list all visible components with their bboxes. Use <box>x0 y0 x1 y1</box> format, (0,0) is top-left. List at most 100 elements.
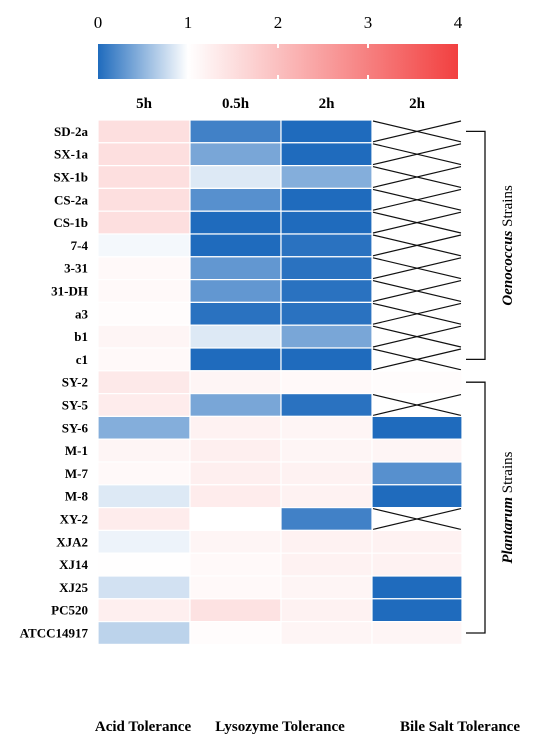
row-label: 3-31 <box>64 261 88 276</box>
heatmap-cell <box>189 119 282 144</box>
heatmap-cell <box>371 370 463 395</box>
cell-cross-line <box>372 143 462 166</box>
heatmap-cell <box>97 529 191 554</box>
heatmap-cell <box>189 438 282 463</box>
cell-cross-line <box>372 508 462 530</box>
row-label: SY-2 <box>62 375 88 390</box>
cell-cross-line <box>372 302 462 325</box>
heatmap-cell <box>189 370 282 395</box>
heatmap-cells <box>97 119 463 645</box>
heatmap-cell <box>189 529 282 554</box>
row-label: SX-1b <box>53 170 88 185</box>
heatmap-cell <box>280 598 373 623</box>
heatmap-cell <box>189 233 282 258</box>
heatmap-cell <box>280 142 373 167</box>
heatmap-cell <box>97 507 191 532</box>
row-label: 7-4 <box>71 238 89 253</box>
colorbar <box>98 44 458 79</box>
heatmap-cell <box>97 575 191 600</box>
row-label: XJ14 <box>59 557 88 572</box>
cell-cross-line <box>372 234 462 257</box>
heatmap-cell <box>189 415 282 440</box>
heatmap-cell <box>280 324 373 349</box>
heatmap-cell <box>280 620 373 645</box>
heatmap-cell <box>280 461 373 486</box>
cell-cross-line <box>372 211 462 234</box>
heatmap-cell <box>189 552 282 577</box>
heatmap-cell <box>189 461 282 486</box>
row-label: CS-2a <box>54 192 88 207</box>
heatmap-cell <box>97 598 191 623</box>
cell-cross-line <box>372 188 462 211</box>
heatmap-cell <box>189 347 282 372</box>
heatmap-cell <box>280 347 373 372</box>
heatmap-cell <box>189 324 282 349</box>
heatmap-cell <box>280 301 373 326</box>
heatmap-cell <box>280 165 373 190</box>
heatmap-cell <box>97 210 191 235</box>
heatmap-cell <box>189 165 282 190</box>
row-label: c1 <box>76 352 88 367</box>
group-bracket <box>466 130 486 361</box>
row-label: PC520 <box>51 603 88 618</box>
row-label: M-1 <box>65 443 88 458</box>
heatmap-cell <box>97 552 191 577</box>
heatmap-cell <box>189 210 282 235</box>
heatmap-cell <box>280 370 373 395</box>
heatmap-cell <box>189 142 282 167</box>
row-label: b1 <box>74 329 88 344</box>
group-label-suffix: Strains <box>500 185 516 231</box>
section-labels: Acid Tolerance Lysozyme Tolerance Bile Sal… <box>95 719 520 735</box>
heatmap-cell <box>371 415 463 440</box>
heatmap-cell <box>97 415 191 440</box>
heatmap-cell <box>97 233 191 258</box>
heatmap-cell <box>280 552 373 577</box>
heatmap-cell <box>97 256 191 281</box>
group-label: Plantarum Strains <box>500 451 516 563</box>
row-label: XJ25 <box>59 580 88 595</box>
heatmap-cell <box>189 393 282 418</box>
cell-cross-line <box>372 325 462 348</box>
heatmap-cell <box>97 461 191 486</box>
group-label-genus: Oenococcus <box>500 230 516 305</box>
column-header: 2h <box>409 96 426 112</box>
row-label: XJA2 <box>56 534 88 549</box>
row-label: SY-5 <box>62 398 89 413</box>
colorbar-tick-label: 0 <box>94 13 103 32</box>
heatmap-cell <box>371 552 463 577</box>
cell-cross-line <box>372 394 462 416</box>
heatmap-cell <box>97 393 191 418</box>
row-labels: SD-2a SX-1a SX-1b CS-2a CS-1b 7-4 3-31 31-DH a3 b… <box>20 124 89 641</box>
cell-cross-line <box>372 348 462 371</box>
heatmap-cell <box>97 438 191 463</box>
group-label-suffix: Strains <box>500 451 516 497</box>
heatmap-cell <box>97 142 191 167</box>
heatmap-cell <box>280 279 373 304</box>
heatmap-cell <box>189 301 282 326</box>
row-label: SD-2a <box>54 124 88 139</box>
row-label: a3 <box>75 306 89 321</box>
heatmap-cell <box>189 484 282 509</box>
row-label: 31-DH <box>51 284 88 299</box>
heatmap-cell <box>280 575 373 600</box>
row-label: CS-1b <box>53 215 88 230</box>
colorbar-ticks: 0 1 2 3 4 <box>94 13 463 79</box>
row-label: XY-2 <box>60 512 88 527</box>
heatmap-cell <box>189 279 282 304</box>
column-header: 2h <box>319 96 336 112</box>
heatmap-cell <box>280 119 373 144</box>
heatmap-cell <box>189 575 282 600</box>
column-headers: 5h 0.5h 2h 2h <box>136 96 426 112</box>
heatmap-cell <box>97 324 191 349</box>
section-label: Acid Tolerance <box>95 719 192 735</box>
heatmap-cell <box>280 256 373 281</box>
group-label: Oenococcus Strains <box>500 185 516 306</box>
colorbar-gradient <box>98 44 458 79</box>
colorbar-tick-label: 2 <box>274 13 283 32</box>
heatmap-cell <box>280 393 373 418</box>
heatmap-cell <box>280 187 373 212</box>
colorbar-tick-label: 1 <box>184 13 193 32</box>
row-label: M-7 <box>65 466 89 481</box>
